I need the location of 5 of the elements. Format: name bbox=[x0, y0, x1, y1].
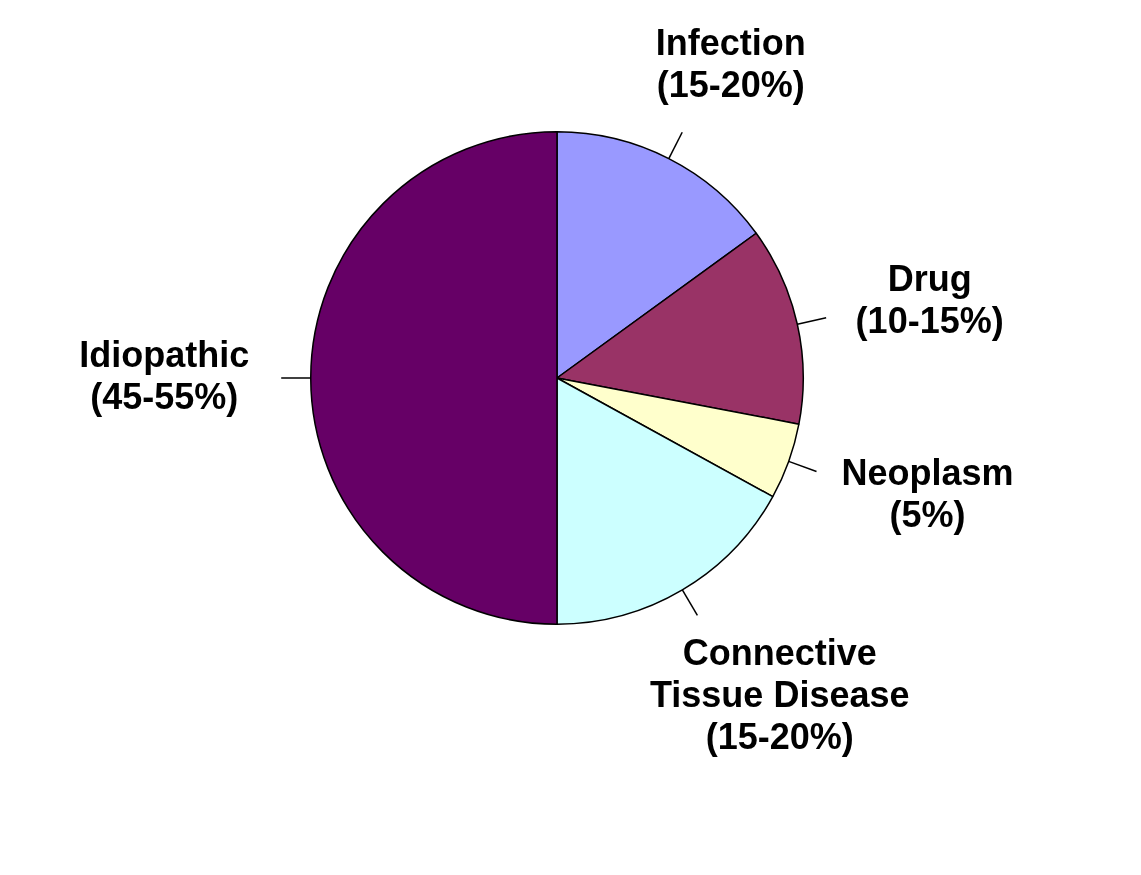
slice-label: Infection (15-20%) bbox=[655, 22, 806, 106]
slice-label: Idiopathic (45-55%) bbox=[79, 333, 250, 417]
slice-label: Neoplasm (5%) bbox=[841, 452, 1014, 536]
slice-label: Drug (10-15%) bbox=[855, 257, 1004, 341]
slice-label: Connective Tissue Disease (15-20%) bbox=[649, 632, 910, 758]
